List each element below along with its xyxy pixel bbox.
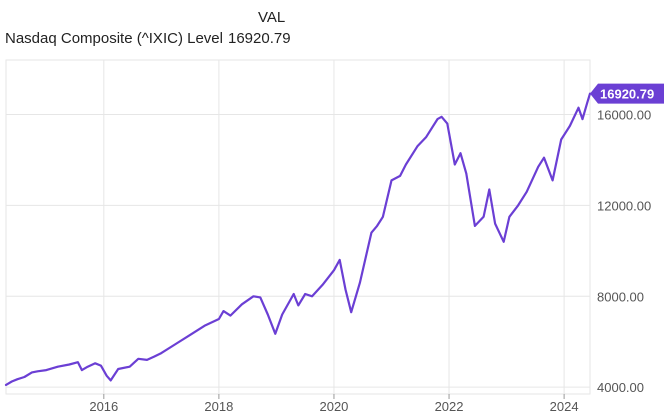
data-point — [36, 370, 39, 373]
data-point — [474, 225, 476, 227]
y-tick-label: 8000.00 — [597, 289, 644, 304]
data-point — [222, 310, 225, 312]
data-point — [436, 118, 439, 120]
last-value-badge-shape — [590, 83, 664, 104]
data-point — [281, 313, 284, 316]
data-point — [218, 318, 220, 320]
data-point — [160, 352, 163, 354]
x-tick-label: 2022 — [435, 399, 464, 414]
data-point — [311, 295, 313, 298]
data-point — [137, 358, 140, 360]
data-point — [128, 365, 131, 368]
data-point — [344, 288, 347, 291]
y-tick-label: 4000.00 — [597, 380, 644, 395]
data-point — [508, 216, 511, 218]
data-point — [416, 145, 419, 148]
data-point — [229, 314, 232, 317]
data-point — [94, 362, 96, 365]
series-line-nasdaq — [4, 92, 592, 386]
last-value-label: 16920.79 — [600, 87, 654, 102]
data-point — [517, 204, 519, 207]
data-point — [259, 296, 262, 299]
data-point — [581, 118, 584, 120]
data-point — [16, 378, 19, 381]
data-point — [560, 138, 562, 141]
y-tick-label: 16000.00 — [597, 108, 651, 123]
data-point — [537, 166, 539, 168]
data-point — [482, 216, 485, 218]
data-point — [440, 116, 443, 118]
data-point — [304, 293, 307, 295]
data-point — [100, 364, 102, 367]
x-tick-label: 2016 — [89, 399, 118, 414]
data-point — [252, 295, 255, 298]
data-point — [399, 175, 401, 177]
data-point — [109, 379, 112, 382]
data-point — [77, 361, 79, 364]
data-point — [105, 375, 108, 377]
data-point — [31, 371, 33, 374]
data-point — [5, 384, 7, 386]
data-point — [153, 355, 156, 358]
x-tick-label: 2018 — [204, 399, 233, 414]
data-point — [189, 334, 191, 336]
data-point — [405, 163, 407, 166]
data-point — [376, 225, 378, 227]
data-point — [333, 269, 335, 272]
data-point — [370, 231, 373, 234]
x-tick-label: 2020 — [319, 399, 348, 414]
data-point — [454, 163, 456, 166]
data-point — [338, 259, 341, 261]
y-tick-label: 12000.00 — [597, 198, 651, 213]
data-point — [425, 136, 427, 139]
plot-area-border — [5, 59, 591, 395]
data-point — [57, 365, 59, 368]
data-point — [267, 313, 269, 316]
axes: 2016 2018 2020 2022 2024 4000.00 8000.00 12000.… — [89, 108, 651, 414]
data-point — [525, 191, 528, 193]
gridlines — [6, 60, 590, 394]
data-point — [241, 303, 243, 306]
data-point — [359, 281, 361, 284]
data-point — [292, 293, 295, 295]
data-point — [382, 216, 384, 218]
series-value: 16920.79 — [228, 30, 291, 47]
data-point — [543, 156, 545, 159]
last-value-badge: 16920.79 — [590, 83, 664, 104]
x-tick-label: 2024 — [550, 399, 579, 414]
data-points — [5, 92, 591, 386]
data-point — [551, 179, 554, 182]
series-name-label: Nasdaq Composite (^IXIC) Level — [5, 30, 223, 47]
data-point — [465, 172, 468, 175]
data-point — [577, 106, 580, 109]
data-point — [586, 102, 588, 104]
data-point — [297, 304, 300, 307]
data-point — [446, 122, 449, 125]
data-point — [494, 222, 496, 225]
data-point — [459, 152, 462, 154]
data-point — [11, 380, 13, 383]
data-point — [86, 365, 89, 368]
data-point — [321, 284, 324, 286]
data-point — [390, 179, 393, 182]
value-column-label: VAL — [258, 9, 286, 26]
data-point — [569, 125, 571, 127]
data-point — [23, 376, 26, 378]
chart-header: VAL Nasdaq Composite (^IXIC) Level 16920… — [0, 0, 672, 52]
data-point — [350, 311, 353, 314]
data-point — [502, 241, 505, 243]
data-point — [174, 343, 177, 345]
data-point — [117, 368, 119, 370]
data-point — [488, 188, 491, 191]
data-point — [68, 363, 71, 366]
data-point — [81, 369, 83, 371]
data-point — [45, 369, 48, 371]
data-point — [274, 333, 277, 335]
data-point — [203, 325, 206, 327]
data-point — [146, 359, 148, 361]
